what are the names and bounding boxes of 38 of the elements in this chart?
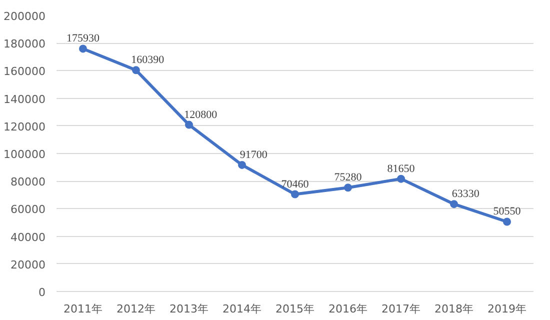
data-label: 63330	[452, 188, 480, 200]
point	[291, 190, 299, 198]
x-tick-label: 2016年	[328, 302, 368, 316]
y-tick-label: 120000	[4, 120, 46, 134]
data-label: 160390	[131, 54, 165, 66]
data-label: 175930	[66, 32, 100, 45]
x-tick-label: 2011年	[64, 302, 103, 316]
x-tick-label: 2013年	[170, 302, 209, 316]
y-tick-label: 40000	[10, 230, 46, 244]
point	[450, 200, 458, 208]
point	[185, 120, 193, 129]
data-label: 75280	[334, 172, 362, 184]
data-label: 50550	[493, 206, 522, 218]
y-tick-label: 100000	[4, 148, 46, 161]
point	[79, 44, 87, 53]
point	[397, 174, 405, 183]
point	[238, 160, 246, 169]
y-tick-label: 160000	[4, 65, 46, 78]
y-tick-label: 60000	[10, 203, 46, 216]
y-tick-label: 0	[38, 286, 46, 299]
point	[132, 66, 140, 74]
x-tick-label: 2012年	[116, 302, 156, 316]
data-label: 120800	[184, 108, 218, 121]
data-label: 81650	[387, 162, 416, 175]
x-tick-label: 2019年	[488, 302, 527, 316]
y-tick-label: 20000	[10, 258, 46, 272]
y-tick-label: 80000	[10, 176, 46, 189]
y-tick-label: 180000	[4, 38, 46, 51]
y-tick-label: 200000	[4, 10, 46, 23]
data-label: 91700	[240, 148, 268, 161]
x-tick-label: 2017年	[382, 302, 421, 316]
x-tick-label: 2014年	[222, 302, 262, 316]
y-tick-label: 140000	[4, 92, 46, 106]
point	[344, 184, 352, 192]
data-label: 70460	[281, 178, 310, 190]
x-tick-label: 2015年	[276, 302, 315, 316]
x-tick-label: 2018年	[434, 302, 474, 316]
point	[503, 218, 511, 226]
